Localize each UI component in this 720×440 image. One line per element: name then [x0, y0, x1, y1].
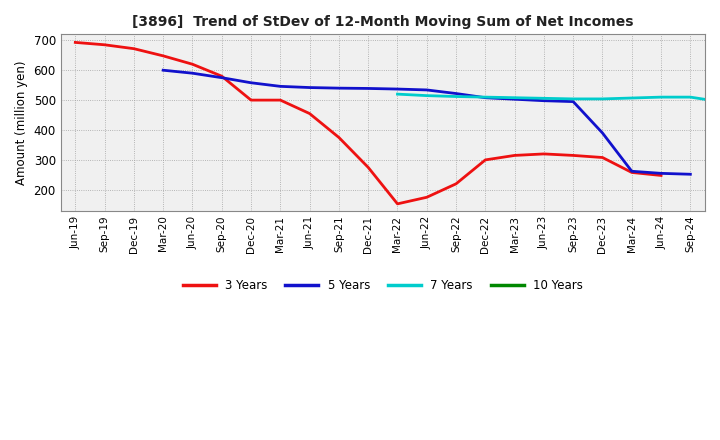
3 Years: [71, 40, 80, 45]
3 Years: [510, 153, 519, 158]
3 Years: [335, 135, 343, 140]
5 Years: [335, 85, 343, 91]
Legend: 3 Years, 5 Years, 7 Years, 10 Years: 3 Years, 5 Years, 7 Years, 10 Years: [178, 274, 588, 297]
5 Years: [159, 68, 168, 73]
5 Years: [686, 172, 695, 177]
5 Years: [627, 169, 636, 174]
3 Years: [130, 46, 138, 51]
5 Years: [510, 96, 519, 102]
3 Years: [305, 111, 314, 116]
Line: 5 Years: 5 Years: [163, 70, 690, 174]
5 Years: [598, 130, 607, 136]
5 Years: [657, 171, 665, 176]
5 Years: [364, 86, 372, 91]
3 Years: [423, 194, 431, 200]
5 Years: [188, 70, 197, 76]
3 Years: [569, 153, 577, 158]
7 Years: [423, 93, 431, 98]
7 Years: [598, 96, 607, 102]
7 Years: [716, 99, 720, 104]
3 Years: [364, 165, 372, 170]
3 Years: [481, 157, 490, 162]
5 Years: [569, 99, 577, 104]
3 Years: [657, 173, 665, 178]
3 Years: [539, 151, 548, 157]
7 Years: [657, 95, 665, 100]
5 Years: [305, 85, 314, 90]
3 Years: [276, 98, 284, 103]
Title: [3896]  Trend of StDev of 12-Month Moving Sum of Net Incomes: [3896] Trend of StDev of 12-Month Moving…: [132, 15, 634, 29]
7 Years: [686, 95, 695, 100]
7 Years: [510, 95, 519, 100]
7 Years: [539, 95, 548, 101]
5 Years: [423, 87, 431, 92]
7 Years: [451, 94, 460, 99]
Line: 7 Years: 7 Years: [397, 94, 720, 102]
5 Years: [393, 86, 402, 92]
7 Years: [569, 96, 577, 102]
3 Years: [247, 98, 256, 103]
Y-axis label: Amount (million yen): Amount (million yen): [15, 60, 28, 185]
3 Years: [393, 201, 402, 206]
7 Years: [627, 95, 636, 101]
5 Years: [539, 98, 548, 103]
3 Years: [451, 181, 460, 187]
3 Years: [598, 155, 607, 160]
Line: 3 Years: 3 Years: [76, 42, 661, 204]
3 Years: [217, 73, 226, 79]
7 Years: [481, 95, 490, 100]
3 Years: [627, 170, 636, 175]
5 Years: [276, 84, 284, 89]
3 Years: [159, 53, 168, 59]
3 Years: [100, 42, 109, 48]
5 Years: [451, 91, 460, 96]
5 Years: [481, 95, 490, 100]
3 Years: [188, 62, 197, 67]
5 Years: [247, 80, 256, 85]
5 Years: [217, 75, 226, 81]
7 Years: [393, 92, 402, 97]
